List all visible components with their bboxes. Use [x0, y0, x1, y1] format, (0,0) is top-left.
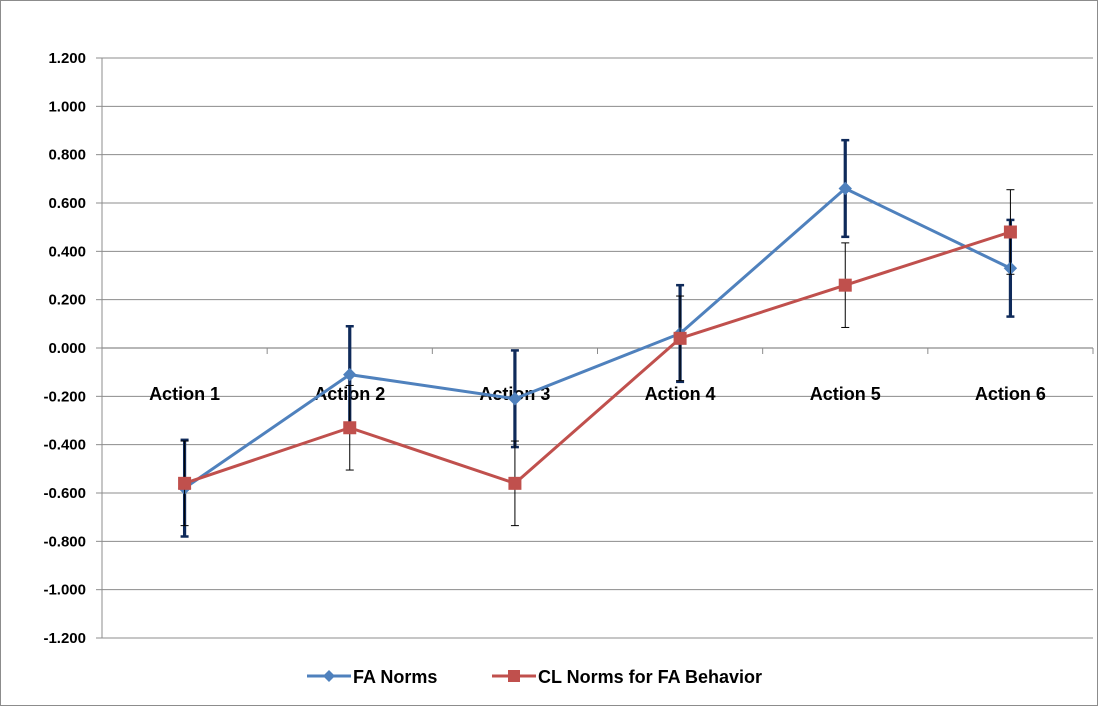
legend-marker	[508, 670, 520, 682]
data-point	[673, 331, 687, 345]
series-2	[178, 189, 1017, 527]
legend-marker	[323, 670, 335, 682]
data-point	[508, 476, 522, 490]
y-tick-label: -0.200	[43, 388, 86, 405]
y-tick-label: -0.800	[43, 533, 86, 550]
data-point	[838, 278, 852, 292]
category-label: Action 1	[149, 384, 220, 404]
data-point	[838, 181, 852, 196]
data-point	[343, 367, 357, 382]
data-point	[1003, 225, 1017, 239]
axis-layer	[96, 57, 1094, 639]
legend-item-2: CL Norms for FA Behavior	[492, 667, 762, 687]
category-label: Action 6	[975, 384, 1046, 404]
y-tick-label: 0.800	[48, 147, 86, 164]
y-tick-labels: 1.200 1.000 0.800 0.600 0.400 0.200 0.000 -0.20…	[43, 50, 86, 647]
y-tick-label: 1.000	[48, 98, 86, 115]
y-tick-label: -0.600	[43, 485, 86, 502]
y-tick-label: 0.000	[48, 340, 86, 357]
series-line	[183, 187, 1012, 490]
series-1	[177, 138, 1018, 538]
data-point	[343, 421, 357, 435]
category-label: Action 5	[810, 384, 881, 404]
category-labels: Action 1 Action 2 Action 3 Action 4 Action 5…	[149, 384, 1046, 404]
data-point	[508, 392, 522, 406]
legend-label: FA Norms	[353, 667, 437, 687]
legend-label: CL Norms for FA Behavior	[538, 667, 762, 687]
series-line	[184, 230, 1011, 485]
data-point	[178, 476, 192, 490]
y-tick-label: 0.600	[48, 195, 86, 212]
series-layer	[177, 138, 1018, 538]
y-tick-label: -1.200	[43, 630, 86, 647]
y-tick-label: -0.400	[43, 437, 86, 454]
y-tick-label: 1.200	[48, 50, 86, 67]
y-tick-label: 0.400	[48, 243, 86, 260]
category-label: Action 4	[645, 384, 716, 404]
legend-item-1: FA Norms	[307, 667, 437, 687]
y-tick-label: 0.200	[48, 292, 86, 309]
y-tick-label: -1.000	[43, 582, 86, 599]
legend: FA Norms CL Norms for FA Behavior	[307, 667, 762, 687]
